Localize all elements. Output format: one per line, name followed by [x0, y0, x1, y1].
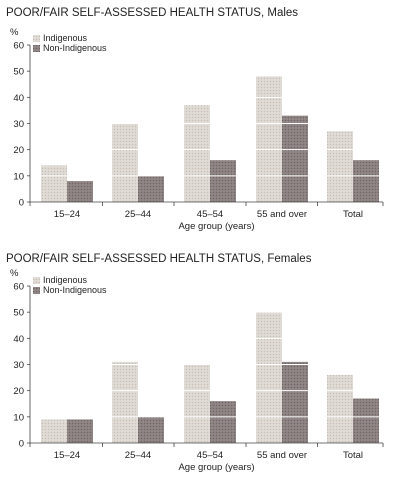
bar-indigenous	[41, 165, 67, 202]
x-tick-label: Total	[343, 450, 363, 461]
y-tick-label: 0	[19, 198, 24, 209]
bar-non-indigenous	[210, 160, 236, 202]
bar-indigenous	[327, 374, 353, 443]
x-tick-label: Total	[343, 209, 363, 220]
males-chart: POOR/FAIR SELF-ASSESSED HEALTH STATUS, M…	[6, 7, 384, 232]
bar-indigenous	[256, 312, 282, 443]
bar-indigenous	[184, 105, 210, 202]
bar-non-indigenous	[353, 398, 379, 443]
bar-non-indigenous	[210, 401, 236, 443]
x-tick-label: 15–24	[54, 450, 80, 461]
x-axis-title: Age group (years)	[178, 462, 254, 473]
bar-non-indigenous	[67, 181, 93, 202]
bar-non-indigenous	[282, 115, 308, 202]
females-chart: POOR/FAIR SELF-ASSESSED HEALTH STATUS, F…	[6, 253, 384, 473]
y-tick-label: 10	[13, 171, 24, 182]
x-tick-label: 15–24	[54, 209, 80, 220]
bar-indigenous	[41, 419, 67, 443]
x-axis-title: Age group (years)	[178, 221, 254, 232]
y-tick-label: 20	[13, 386, 24, 397]
bar-non-indigenous	[282, 361, 308, 443]
y-tick-label: 60	[13, 282, 24, 293]
bar-non-indigenous	[67, 419, 93, 443]
legend-swatch-non-indigenous	[33, 287, 40, 294]
legend-swatch-indigenous	[33, 35, 40, 42]
x-tick-label: 25–44	[125, 450, 151, 461]
y-tick-label: 40	[13, 93, 24, 104]
y-tick-label: 30	[13, 360, 24, 371]
y-tick-label: 0	[19, 439, 24, 450]
y-axis-unit-label: %	[10, 27, 19, 38]
bar-non-indigenous	[138, 416, 164, 443]
x-tick-label: 55 and over	[257, 209, 307, 220]
y-tick-label: 30	[13, 119, 24, 130]
legend-label-indigenous: Indigenous	[43, 275, 88, 285]
bar-indigenous	[184, 364, 210, 443]
bar-indigenous	[256, 76, 282, 202]
bar-non-indigenous	[138, 175, 164, 202]
bar-indigenous	[112, 361, 138, 443]
bar-indigenous	[327, 131, 353, 202]
y-tick-label: 60	[13, 41, 24, 52]
x-tick-label: 55 and over	[257, 450, 307, 461]
y-tick-label: 20	[13, 145, 24, 156]
legend-label-indigenous: Indigenous	[43, 33, 88, 43]
x-tick-label: 25–44	[125, 209, 151, 220]
y-tick-label: 10	[13, 412, 24, 423]
x-tick-label: 45–54	[197, 450, 223, 461]
y-tick-label: 50	[13, 67, 24, 78]
bar-indigenous	[112, 123, 138, 202]
y-tick-label: 50	[13, 308, 24, 319]
legend-label-non-indigenous: Non-Indigenous	[43, 285, 107, 295]
legend-swatch-indigenous	[33, 277, 40, 284]
chart-title: POOR/FAIR SELF-ASSESSED HEALTH STATUS, M…	[6, 7, 298, 19]
x-tick-label: 45–54	[197, 209, 223, 220]
y-axis-unit-label: %	[10, 268, 19, 279]
legend-swatch-non-indigenous	[33, 45, 40, 52]
chart-title: POOR/FAIR SELF-ASSESSED HEALTH STATUS, F…	[6, 253, 312, 265]
y-tick-label: 40	[13, 334, 24, 345]
legend-label-non-indigenous: Non-Indigenous	[43, 43, 107, 53]
bar-non-indigenous	[353, 160, 379, 202]
